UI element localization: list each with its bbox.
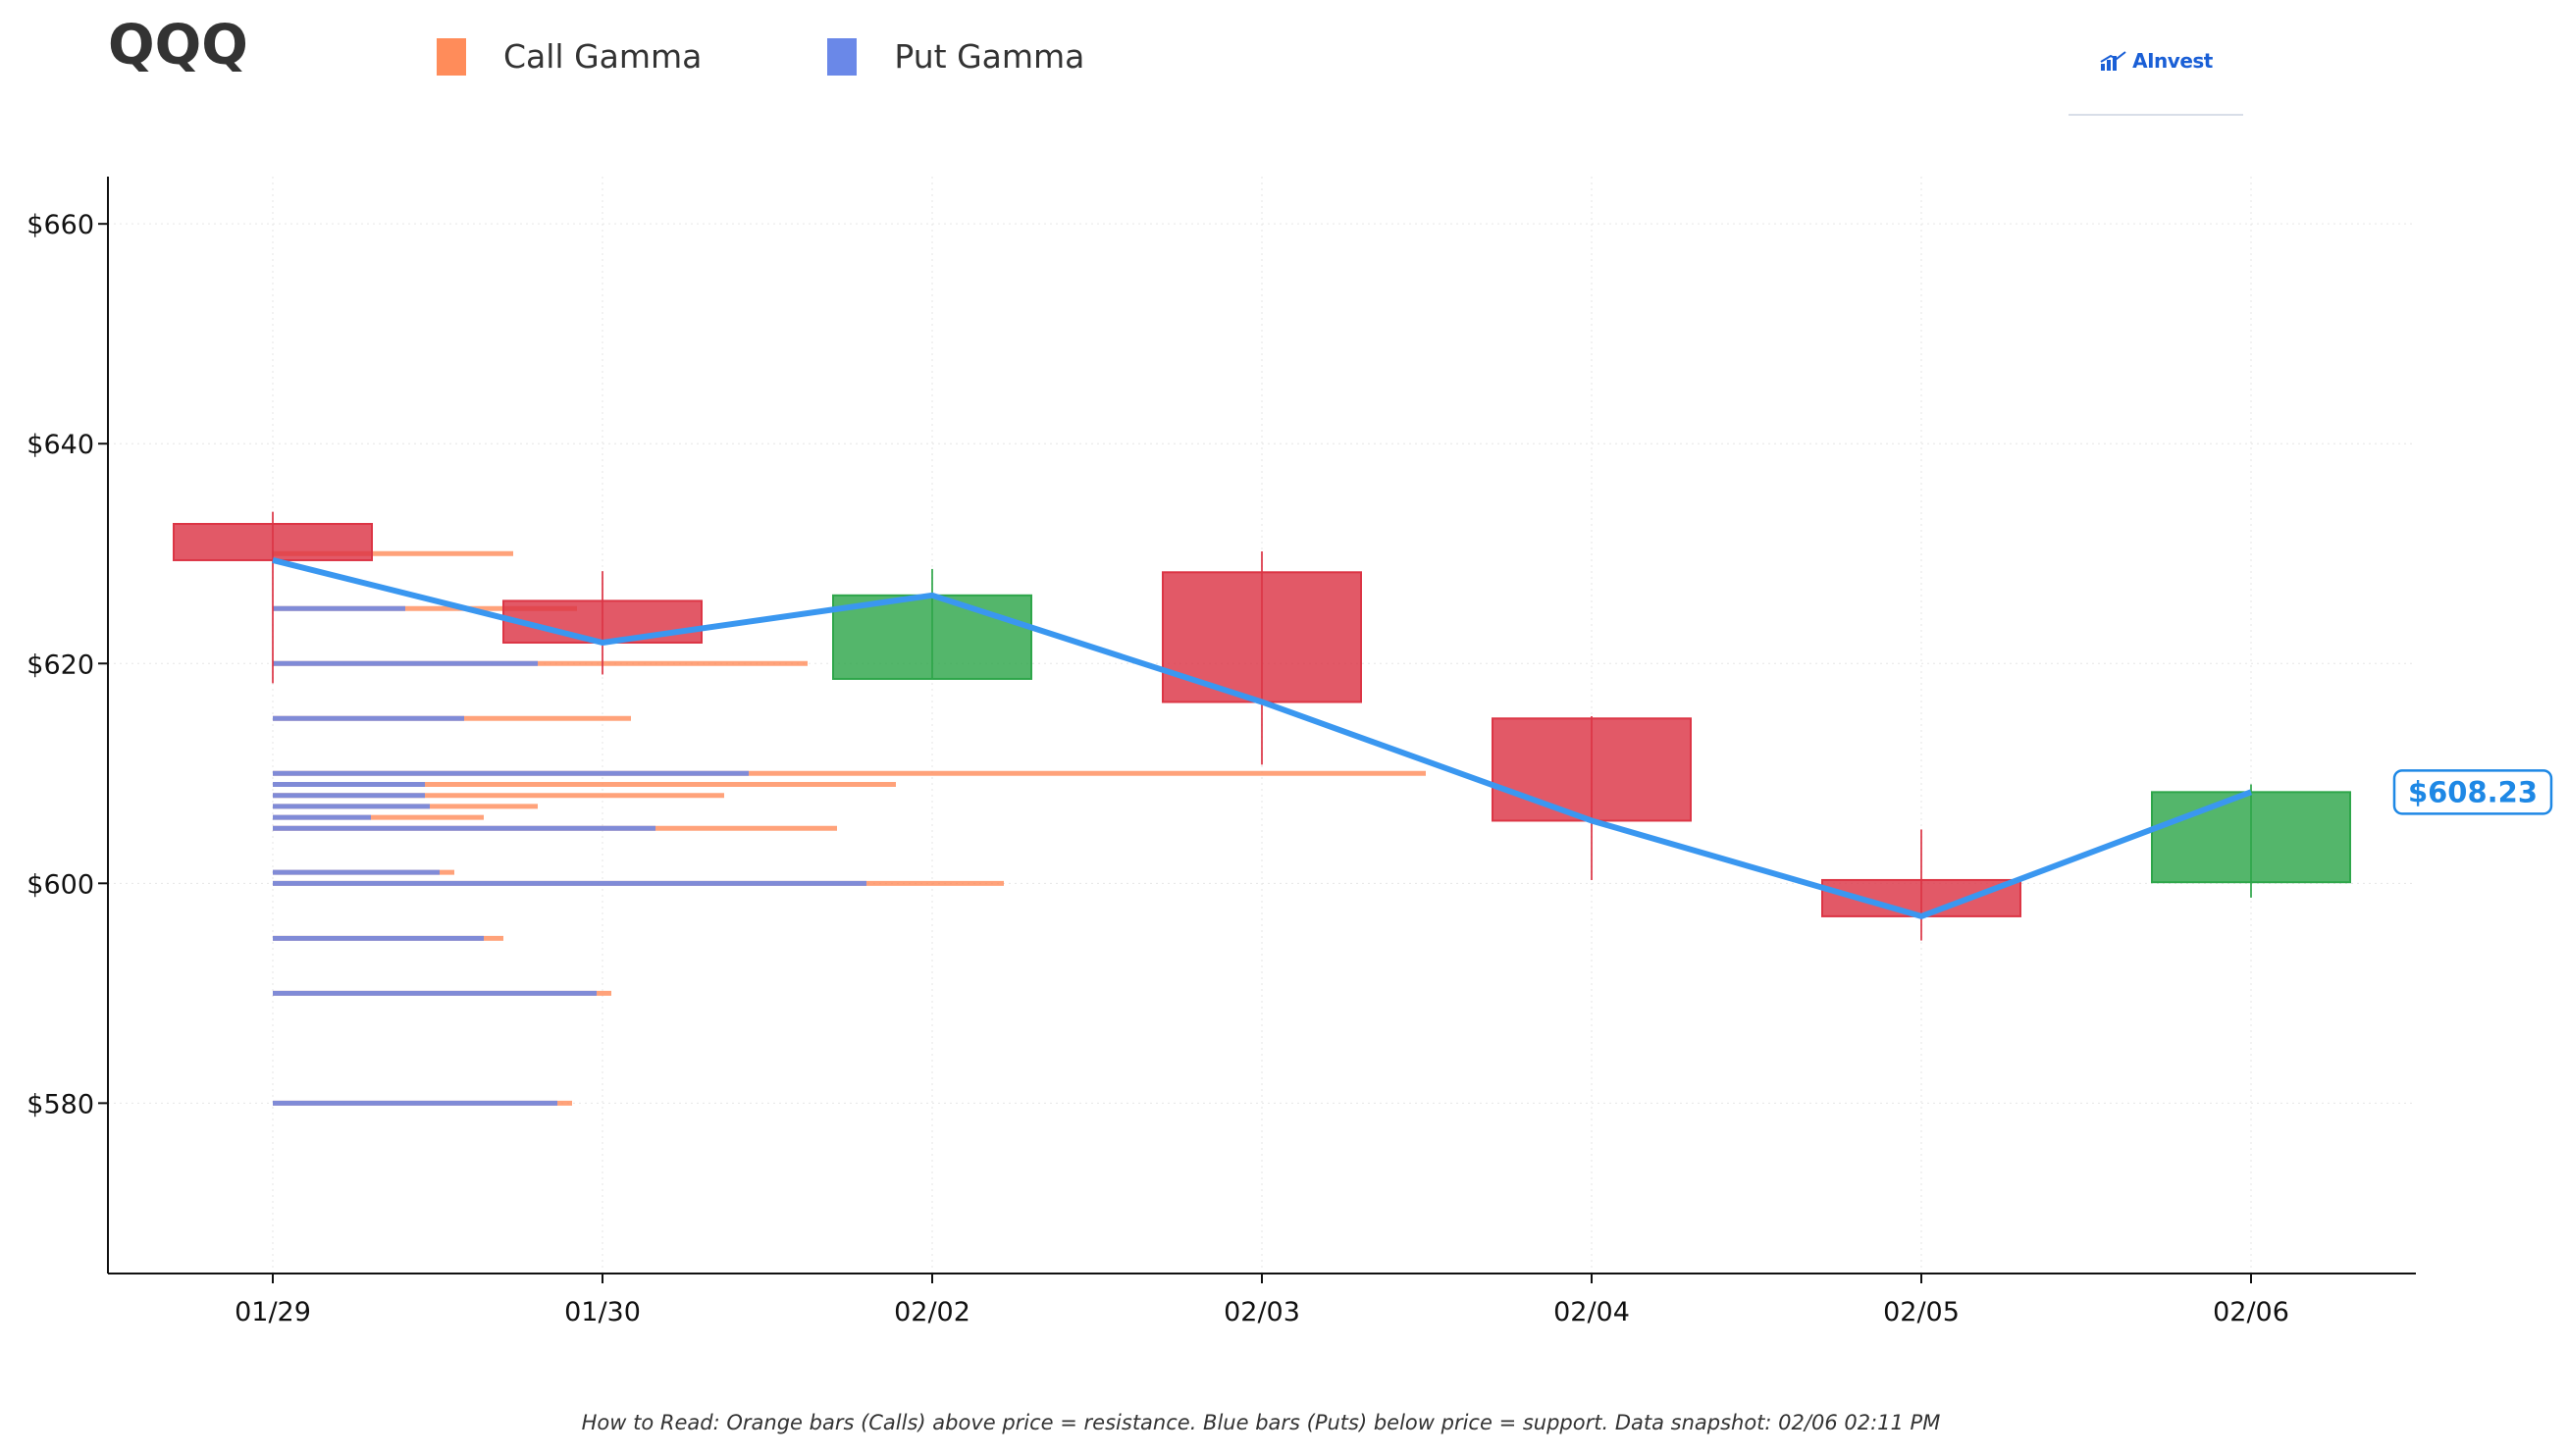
y-tick-label: $620 (26, 650, 94, 680)
call-gamma-label: Call Gamma (503, 37, 703, 76)
x-tick-label: 01/30 (564, 1297, 641, 1327)
candle-body (173, 522, 373, 561)
brand-chart-icon (2100, 51, 2126, 71)
candle-body (832, 594, 1032, 680)
y-tick-label: $580 (26, 1089, 94, 1119)
put-gamma-label: Put Gamma (894, 37, 1085, 76)
candle-body (1492, 717, 1692, 822)
candle-body (2151, 791, 2351, 884)
x-tick-label: 02/02 (894, 1297, 970, 1327)
call-gamma-swatch (437, 37, 466, 76)
brand-logo: AInvest (2069, 49, 2243, 116)
legend: Call Gamma Put Gamma (437, 37, 1084, 76)
y-tick-label: $660 (26, 210, 94, 240)
legend-item-put: Put Gamma (827, 37, 1084, 76)
put-gamma-swatch (827, 37, 858, 76)
y-tick-label: $600 (26, 869, 94, 900)
legend-item-call: Call Gamma (437, 37, 702, 76)
brand-name: AInvest (2132, 49, 2213, 73)
x-tick-label: 02/06 (2213, 1297, 2289, 1327)
y-tick-label: $640 (26, 430, 94, 460)
x-tick-label: 02/05 (1883, 1297, 1960, 1327)
ticker-title: QQQ (108, 14, 248, 78)
footnote: How to Read: Orange bars (Calls) above p… (581, 1411, 1941, 1434)
x-tick-label: 02/03 (1224, 1297, 1300, 1327)
last-price-label: $608.23 (2408, 775, 2538, 808)
candle-body (502, 599, 703, 644)
last-price-box (2392, 769, 2553, 815)
x-tick-label: 01/29 (235, 1297, 311, 1327)
x-tick-label: 02/04 (1553, 1297, 1630, 1327)
price-line (272, 557, 2253, 919)
